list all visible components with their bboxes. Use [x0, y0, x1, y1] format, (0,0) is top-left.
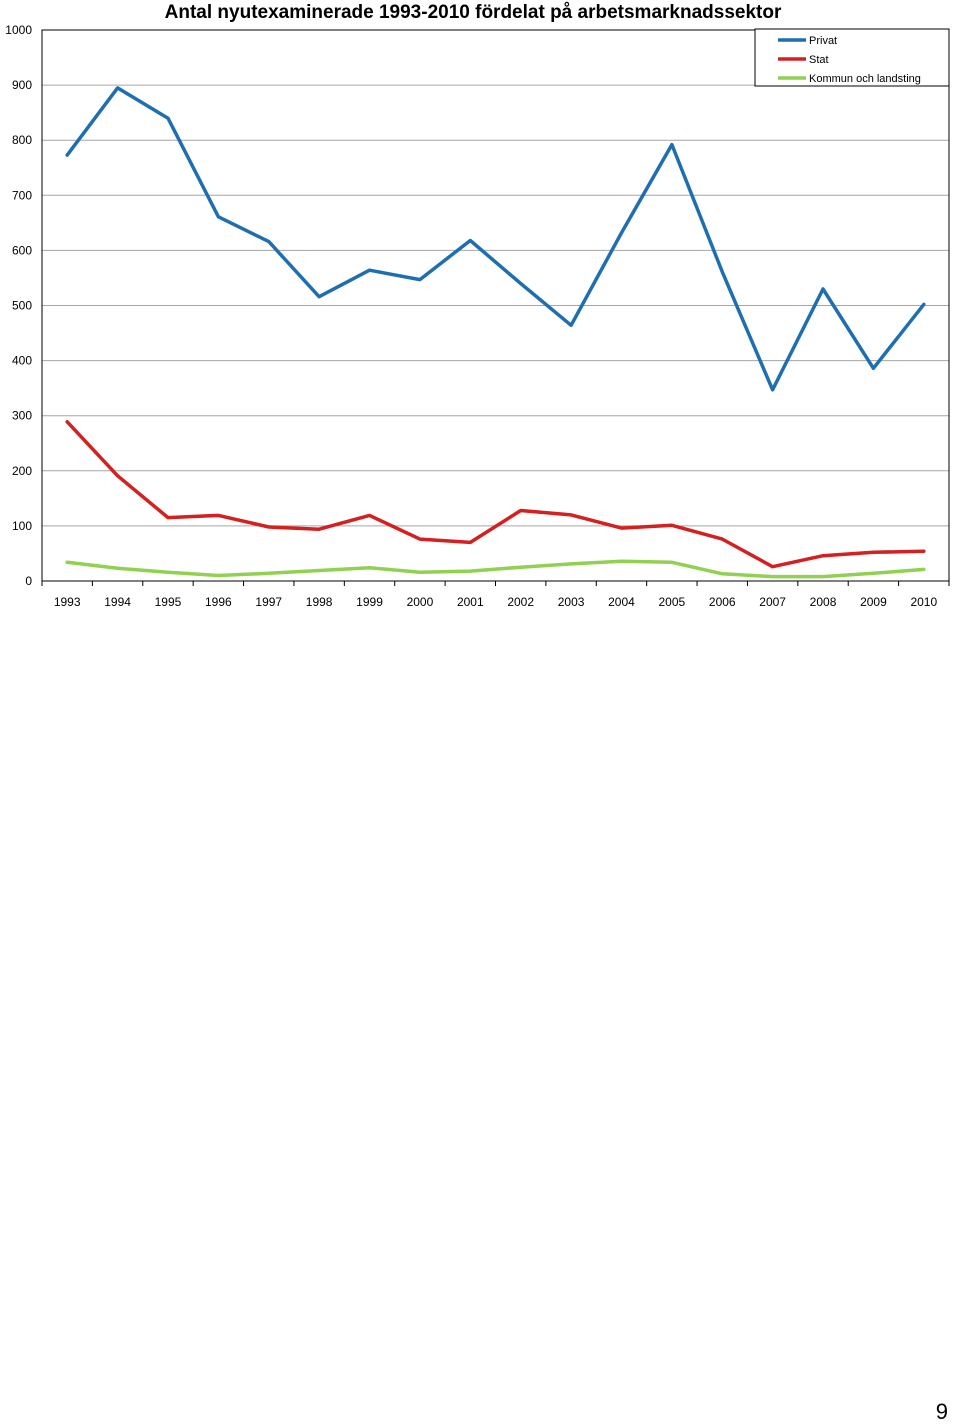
- y-tick-label: 100: [12, 519, 32, 533]
- x-tick-label: 2004: [608, 595, 635, 609]
- x-axis-tick-labels: 1993 1994 1995 1996 1997 1998 1999 2000 2001 2002…: [41, 581, 950, 609]
- x-tick-label: 2000: [407, 595, 434, 609]
- y-tick-label: 900: [12, 78, 32, 92]
- y-tick-label: 0: [25, 574, 32, 588]
- x-tick-label: 2005: [659, 595, 686, 609]
- chart-title: Antal nyutexaminerade 1993-2010 fördelat…: [165, 2, 782, 23]
- series-line-stat: [65, 420, 926, 569]
- legend-label: Kommun och landsting: [809, 73, 921, 85]
- y-axis-tick-labels: 0 100 200 300 400 500 600 700 800 900 1000: [5, 23, 32, 588]
- y-tick-label: 400: [12, 354, 32, 368]
- series-lines: [65, 86, 926, 579]
- series-line-kommun-och-landsting: [65, 559, 926, 579]
- x-tick-label: 2007: [759, 595, 786, 609]
- plot-area-border: [41, 29, 950, 582]
- series-line-privat: [65, 86, 926, 392]
- x-tick-label: 2002: [507, 595, 534, 609]
- y-tick-label: 200: [12, 464, 32, 478]
- y-tick-label: 1000: [5, 23, 32, 37]
- page-number: 9: [935, 1399, 948, 1424]
- x-tick-label: 1997: [255, 595, 282, 609]
- y-tick-label: 600: [12, 243, 32, 257]
- y-tick-label: 700: [12, 188, 32, 202]
- x-tick-label: 1993: [54, 595, 81, 609]
- legend-label: Stat: [809, 54, 829, 66]
- x-tick-label: 2003: [558, 595, 585, 609]
- x-tick-label: 1995: [155, 595, 182, 609]
- x-tick-label: 2008: [810, 595, 837, 609]
- y-tick-label: 800: [12, 133, 32, 147]
- legend: Privat Stat Kommun och landsting: [754, 28, 950, 87]
- x-tick-label: 1999: [356, 595, 383, 609]
- x-tick-label: 1998: [306, 595, 333, 609]
- x-tick-label: 2009: [860, 595, 887, 609]
- legend-label: Privat: [809, 35, 837, 47]
- y-tick-label: 300: [12, 409, 32, 423]
- x-tick-label: 2001: [457, 595, 484, 609]
- x-tick-label: 2006: [709, 595, 736, 609]
- y-tick-label: 500: [12, 299, 32, 313]
- x-tick-label: 1996: [205, 595, 232, 609]
- x-tick-label: 1994: [104, 595, 131, 609]
- x-tick-label: 2010: [910, 595, 937, 609]
